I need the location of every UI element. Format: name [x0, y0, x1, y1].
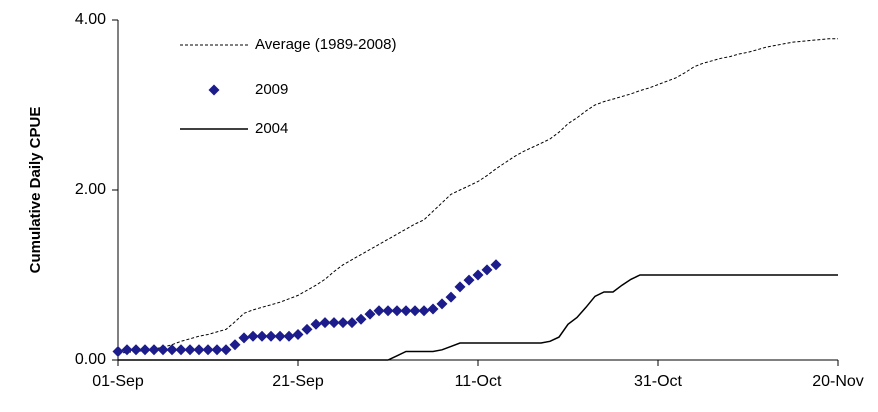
marker: [211, 344, 223, 356]
legend-label: Average (1989-2008): [255, 36, 397, 53]
x-tick-label: 21-Sep: [272, 373, 324, 390]
y-tick-label: 0.00: [75, 351, 106, 368]
marker: [184, 344, 196, 356]
marker: [175, 344, 187, 356]
marker: [256, 330, 268, 342]
marker: [463, 274, 475, 286]
marker: [130, 344, 142, 356]
x-tick-label: 11-Oct: [455, 373, 502, 390]
marker: [346, 317, 358, 329]
y-tick-label: 4.00: [75, 11, 106, 28]
marker: [319, 317, 331, 329]
marker: [445, 291, 457, 303]
marker: [436, 298, 448, 310]
x-tick-label: 20-Nov: [812, 373, 864, 390]
marker: [202, 344, 214, 356]
marker: [148, 344, 160, 356]
x-tick-label: 01-Sep: [92, 373, 144, 390]
marker: [265, 330, 277, 342]
marker: [166, 344, 178, 356]
series-line: [118, 274, 838, 361]
marker: [292, 329, 304, 340]
marker: [355, 313, 367, 325]
marker: [274, 330, 286, 342]
marker: [400, 305, 412, 317]
marker: [220, 344, 232, 356]
marker: [238, 332, 250, 344]
y-axis-label: Cumulative Daily CPUE: [27, 107, 44, 274]
marker: [409, 305, 421, 317]
marker: [472, 269, 484, 281]
legend-label: 2009: [255, 81, 288, 98]
marker: [283, 330, 295, 342]
marker: [157, 344, 169, 356]
marker: [121, 344, 133, 356]
marker: [364, 308, 376, 320]
legend-symbol: [208, 84, 220, 96]
x-tick-label: 31-Oct: [634, 373, 683, 390]
marker: [382, 305, 394, 317]
marker: [328, 317, 340, 329]
marker: [247, 330, 259, 342]
legend-label: 2004: [255, 120, 288, 137]
marker: [481, 264, 493, 276]
y-tick-label: 2.00: [75, 181, 106, 198]
marker: [112, 346, 124, 357]
marker: [418, 305, 430, 317]
marker: [310, 318, 322, 330]
series-line: [117, 38, 838, 354]
marker: [490, 259, 502, 271]
marker: [301, 323, 313, 335]
marker: [373, 305, 385, 317]
marker: [337, 317, 349, 329]
marker: [193, 344, 205, 356]
marker: [391, 305, 403, 317]
marker: [229, 339, 241, 351]
marker: [427, 303, 439, 315]
marker: [139, 344, 151, 356]
marker: [454, 281, 466, 293]
